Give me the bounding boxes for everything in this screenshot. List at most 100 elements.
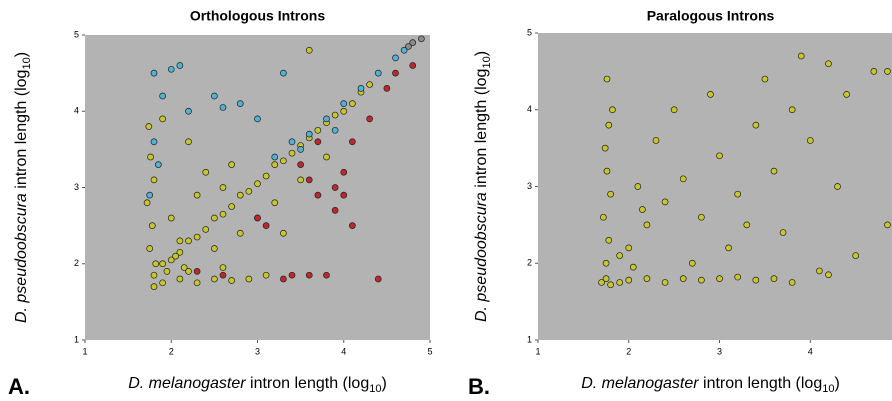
point <box>725 244 732 252</box>
point <box>392 69 399 77</box>
point <box>147 153 154 161</box>
point <box>159 92 166 100</box>
point <box>331 111 339 119</box>
point <box>176 237 184 245</box>
point <box>163 268 171 275</box>
point <box>761 75 769 83</box>
point <box>616 252 624 259</box>
point <box>150 138 158 146</box>
point <box>643 221 651 229</box>
point <box>146 191 154 199</box>
subscript: 10 <box>822 383 834 395</box>
point <box>271 161 279 168</box>
point <box>280 69 287 77</box>
point <box>607 281 614 289</box>
point <box>661 198 669 206</box>
point <box>314 138 322 146</box>
x-tick-label: 1 <box>82 346 87 356</box>
axis-label: D. melanogaster intron length (log10) <box>128 375 387 395</box>
point <box>228 277 235 284</box>
point <box>280 229 287 237</box>
point <box>331 184 339 191</box>
point <box>236 229 244 237</box>
species: D. melanogaster <box>128 375 246 392</box>
point <box>816 267 823 275</box>
point <box>366 81 373 88</box>
x-tick-label: 2 <box>626 346 631 356</box>
point <box>600 213 607 221</box>
y-tick-label: 1 <box>74 334 79 344</box>
point <box>211 92 218 100</box>
species: D. melanogaster <box>581 375 699 392</box>
point <box>605 236 613 244</box>
axis-label: D. pseudoobscura intron length (log10) <box>473 51 493 322</box>
label-text: intron length (log <box>13 70 30 194</box>
point <box>245 187 253 195</box>
point <box>150 271 158 279</box>
point <box>603 167 611 175</box>
x-tick-label: 2 <box>169 346 174 356</box>
point <box>409 62 417 69</box>
point <box>271 199 279 207</box>
axis-label: D. melanogaster intron length (log10) <box>581 375 840 395</box>
point <box>236 100 244 107</box>
point <box>305 130 313 138</box>
point <box>625 276 633 284</box>
y-tick-label: 5 <box>74 29 79 39</box>
point <box>409 39 417 46</box>
point <box>679 275 687 282</box>
point <box>219 184 227 191</box>
point <box>228 203 235 210</box>
point <box>870 68 878 75</box>
point <box>752 276 760 284</box>
point <box>734 190 742 198</box>
point <box>150 176 158 184</box>
point <box>193 191 201 199</box>
point <box>625 244 633 252</box>
point <box>602 275 610 282</box>
point <box>185 107 192 115</box>
label-text: intron length (log <box>473 69 490 193</box>
axis-label: D. pseudoobscura intron length (log10) <box>13 52 33 323</box>
point <box>605 121 613 129</box>
y-tick-label: 2 <box>74 258 79 268</box>
point <box>679 175 687 183</box>
point <box>219 271 227 279</box>
point <box>670 106 678 114</box>
point <box>167 65 175 73</box>
subscript: 10 <box>369 383 381 395</box>
y-tick-label: 5 <box>527 27 532 37</box>
point <box>150 283 158 290</box>
point <box>211 214 218 222</box>
point <box>698 213 705 221</box>
point <box>254 214 261 222</box>
point <box>843 91 850 98</box>
point <box>616 279 624 286</box>
point <box>254 115 261 123</box>
point <box>405 43 412 50</box>
label-text: intron length (log <box>699 375 823 392</box>
point <box>834 183 841 190</box>
point <box>245 275 253 283</box>
point <box>743 221 751 229</box>
point <box>211 245 218 252</box>
point <box>159 279 166 287</box>
point <box>788 279 796 286</box>
point <box>734 273 742 281</box>
species: D. pseudoobscura <box>13 193 30 323</box>
point <box>770 275 778 282</box>
point <box>629 263 637 271</box>
point <box>176 248 184 256</box>
point <box>297 146 304 153</box>
label-text: intron length (log <box>246 375 370 392</box>
chart-title: Orthologous Introns <box>190 8 326 24</box>
chart-title: Paralogous Introns <box>647 8 775 24</box>
subscript: 10 <box>481 56 493 68</box>
x-tick-label: 3 <box>717 346 722 356</box>
point <box>152 260 160 268</box>
point <box>331 207 339 214</box>
y-tick-label: 3 <box>527 181 532 191</box>
point <box>143 199 151 207</box>
point <box>211 275 218 283</box>
point <box>202 168 210 176</box>
